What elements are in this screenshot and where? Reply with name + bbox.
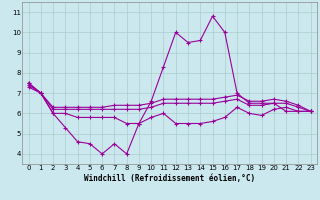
- X-axis label: Windchill (Refroidissement éolien,°C): Windchill (Refroidissement éolien,°C): [84, 174, 255, 183]
